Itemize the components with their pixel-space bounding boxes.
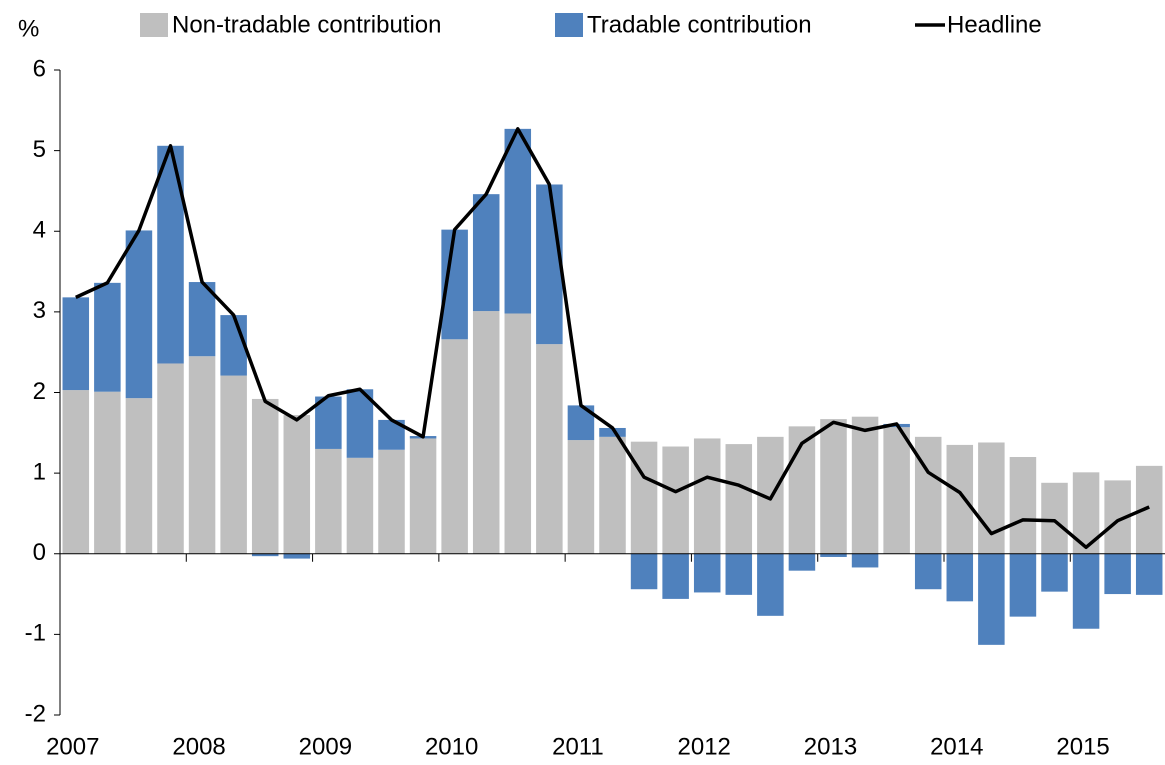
bar <box>978 442 1005 554</box>
x-tick-label: 2007 <box>46 733 99 760</box>
bar <box>536 184 563 345</box>
bar <box>788 426 816 554</box>
bar <box>157 363 184 554</box>
y-tick-label: -1 <box>25 620 46 647</box>
bar <box>94 282 121 392</box>
x-tick-label: 2013 <box>804 733 857 760</box>
bar <box>125 398 153 554</box>
bar <box>630 441 658 554</box>
bar <box>567 440 595 554</box>
y-tick-label: 4 <box>33 217 46 244</box>
bar <box>1135 553 1163 595</box>
bar <box>1041 482 1068 554</box>
bar <box>599 427 626 437</box>
bar <box>662 446 689 554</box>
bar <box>283 553 311 559</box>
x-tick-label: 2012 <box>678 733 731 760</box>
bar <box>378 449 405 554</box>
bar <box>1072 553 1100 629</box>
bar <box>693 553 721 593</box>
bar <box>94 391 121 554</box>
y-tick-label: 2 <box>33 378 46 405</box>
legend-swatch <box>555 13 583 37</box>
bar <box>1041 553 1068 592</box>
x-tick-label: 2015 <box>1056 733 1109 760</box>
bar <box>346 457 374 554</box>
y-tick-label: 1 <box>33 458 46 485</box>
bar <box>820 419 847 554</box>
bar <box>188 356 216 554</box>
bar <box>693 438 721 554</box>
x-tick-label: 2010 <box>425 733 478 760</box>
y-tick-label: 6 <box>33 55 46 82</box>
x-tick-label: 2008 <box>172 733 225 760</box>
bar <box>504 313 532 554</box>
bar <box>914 553 942 590</box>
bar <box>188 282 216 357</box>
y-tick-label: 3 <box>33 297 46 324</box>
y-axis-label: % <box>18 15 39 42</box>
bar <box>851 553 879 568</box>
bar <box>536 344 563 554</box>
y-tick-label: -2 <box>25 700 46 727</box>
bar <box>1009 457 1037 554</box>
bar <box>725 444 753 554</box>
bar <box>599 436 626 554</box>
bar <box>946 553 974 602</box>
bar <box>251 553 279 557</box>
bar <box>441 339 468 554</box>
x-tick-label: 2011 <box>552 733 604 760</box>
x-tick-label: 2014 <box>930 733 983 760</box>
bar <box>315 448 342 554</box>
bar <box>757 553 784 616</box>
y-tick-label: 5 <box>33 136 46 163</box>
line <box>75 127 1150 550</box>
bar <box>851 416 879 554</box>
bar <box>883 427 910 554</box>
legend-label: Non-tradable contribution <box>172 11 442 38</box>
bar <box>1009 553 1037 617</box>
bar <box>472 194 500 312</box>
bar <box>220 375 247 554</box>
bar <box>125 230 153 399</box>
bar <box>62 390 90 554</box>
bar <box>251 398 279 554</box>
legend-label: Tradable contribution <box>587 11 812 38</box>
bar <box>283 415 311 554</box>
bar <box>472 311 500 554</box>
bar <box>946 444 974 554</box>
bar <box>315 396 342 449</box>
legend-label: Headline <box>947 11 1042 38</box>
bar <box>220 315 247 376</box>
bar <box>725 553 753 595</box>
bar <box>1104 553 1131 595</box>
bar <box>504 128 532 314</box>
bar <box>914 436 942 554</box>
x-tick-label: 2009 <box>299 733 352 760</box>
bar <box>409 438 437 554</box>
bar <box>346 389 374 458</box>
bar <box>978 553 1005 645</box>
bar <box>662 553 689 599</box>
y-tick-label: 0 <box>33 539 46 566</box>
bar <box>630 553 658 590</box>
bar <box>788 553 816 571</box>
bar <box>62 297 90 391</box>
legend-swatch <box>140 13 168 37</box>
bar <box>820 553 847 557</box>
